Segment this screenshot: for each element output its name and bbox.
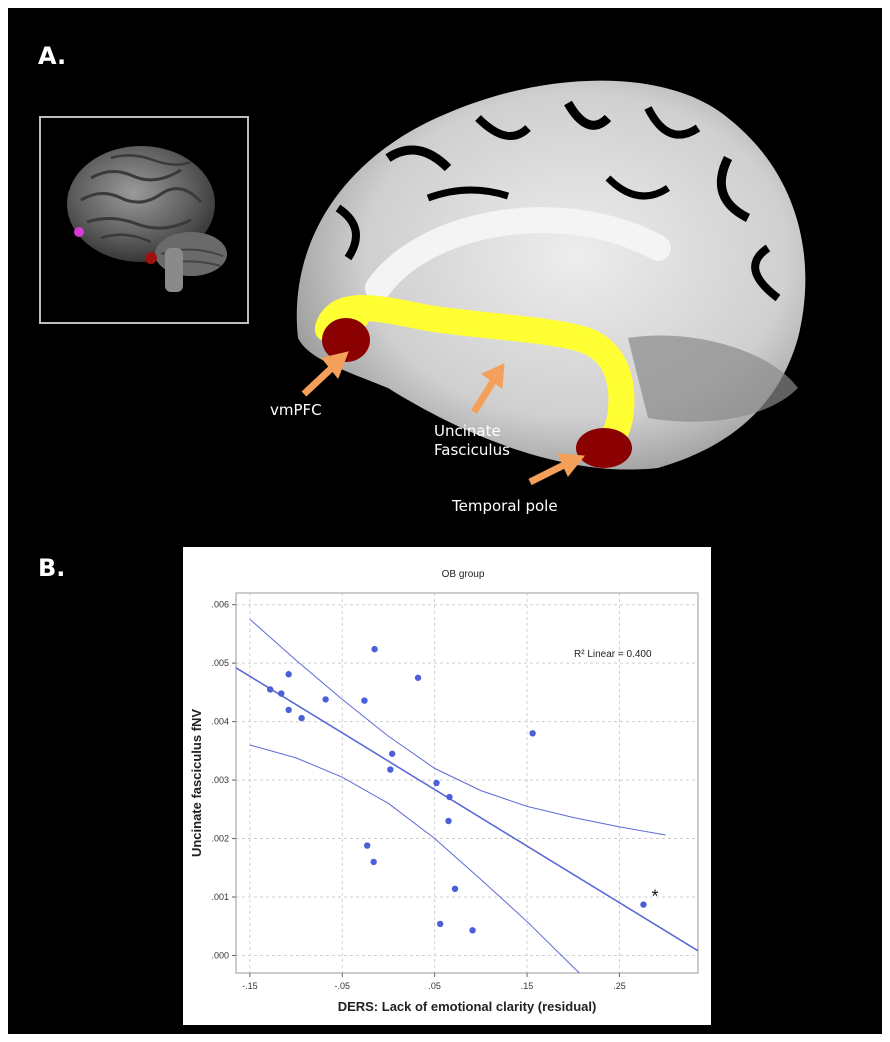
scatter-point [322, 696, 329, 703]
arrow-temporal-pole [528, 453, 585, 486]
ci-lower-curve [249, 744, 581, 973]
scatter-point [371, 645, 378, 653]
r-squared-annotation: R² Linear = 0.400 [574, 649, 652, 660]
scatter-point [529, 730, 536, 737]
scatter-point [298, 714, 305, 722]
scatter-point [285, 706, 292, 714]
figure: A. B. [8, 8, 882, 1034]
brain-inset-frame [39, 116, 249, 324]
corpus-callosum-shape [365, 207, 671, 301]
scatter-point [414, 674, 422, 681]
brainstem-shape [165, 248, 183, 292]
vmpfc-roi [322, 318, 370, 362]
x-axis-label: DERS: Lack of emotional clarity (residua… [338, 999, 597, 1014]
scatter-point [388, 750, 396, 757]
y-axis-label: Uncinate fasciculus fNV [189, 709, 204, 857]
tick-layer: -.15 -.05 .05 .15 .25 .000 .001 .002 .003 .004 .00… [211, 600, 625, 991]
scatter-point [266, 686, 274, 693]
regression-line [236, 667, 698, 952]
point-layer [266, 645, 647, 934]
scatter-point [446, 793, 453, 801]
scatter-point [278, 690, 285, 697]
uncinate-fasciculus-tract [315, 295, 635, 461]
y-tick-label: .005 [211, 658, 229, 668]
y-tick-label: .006 [211, 600, 229, 610]
scatter-point [445, 817, 452, 825]
ci-upper-curve [249, 618, 666, 836]
scatter-point [361, 697, 368, 704]
scatter-plot-panel: OB group -.15 -.05 .05 .15 .25 .000 .001 .002 .0… [183, 547, 711, 1025]
inset-roi-frontal-marker [74, 227, 84, 237]
scatter-plot: OB group -.15 -.05 .05 .15 .25 .000 .001 .002 .0… [183, 547, 711, 1025]
y-tick-label: .001 [211, 892, 229, 902]
y-tick-label: .000 [211, 950, 229, 960]
scatter-point [451, 885, 459, 893]
brain-inset-image [67, 146, 227, 292]
tractography-image [296, 80, 806, 486]
temporal-pole-label: Temporal pole [452, 497, 558, 515]
scatter-point [640, 901, 647, 908]
scatter-point [370, 858, 377, 866]
plot-area [235, 592, 699, 974]
scatter-point [469, 927, 476, 934]
arrow-uncinate [471, 363, 505, 414]
outlier-marker: * [651, 887, 658, 907]
scatter-point [364, 842, 371, 849]
scatter-point [437, 920, 444, 928]
fit-line-layer [236, 667, 698, 952]
confidence-interval-layer [249, 618, 666, 973]
x-tick-label: -.05 [335, 981, 351, 991]
panel-a-label: A. [38, 42, 67, 70]
x-tick-label: -.15 [242, 981, 258, 991]
y-tick-label: .004 [211, 717, 229, 727]
grid-layer [236, 593, 698, 973]
x-tick-label: .25 [613, 981, 626, 991]
vmpfc-label: vmPFC [270, 401, 322, 419]
uncinate-label: Uncinate Fasciculus [434, 422, 510, 459]
y-tick-label: .003 [211, 775, 229, 785]
chart-title: OB group [442, 569, 485, 580]
x-tick-label: .15 [521, 981, 534, 991]
temporal-pole-roi [576, 428, 632, 468]
scatter-point [285, 671, 292, 678]
y-tick-label: .002 [211, 834, 229, 844]
scatter-point [433, 779, 440, 787]
inset-roi-temporal-marker [145, 252, 157, 264]
x-tick-label: .05 [428, 981, 441, 991]
panel-b-label: B. [38, 554, 66, 582]
arrow-vmpfc [301, 351, 349, 397]
cortex-shape [67, 146, 215, 262]
scatter-point [387, 766, 394, 773]
